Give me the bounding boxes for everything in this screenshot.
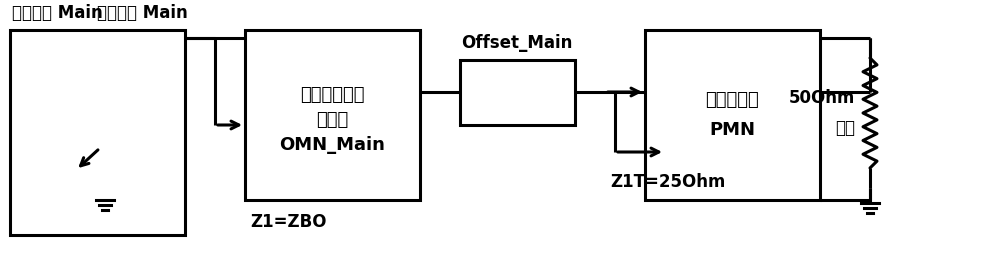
Bar — [645, 30, 820, 200]
Bar — [245, 30, 420, 200]
Text: Offset_Main: Offset_Main — [461, 34, 573, 52]
Text: 主功放输出匹: 主功放输出匹 — [300, 86, 364, 104]
Text: 负载: 负载 — [835, 119, 855, 137]
Text: 50Ohm: 50Ohm — [789, 89, 855, 107]
Text: Z1=ZBO: Z1=ZBO — [250, 213, 326, 231]
Text: PMN: PMN — [709, 121, 755, 139]
Text: 主功放管 Main: 主功放管 Main — [12, 4, 103, 22]
Bar — [10, 30, 185, 235]
Bar — [460, 60, 575, 125]
Text: Z1T=25Ohm: Z1T=25Ohm — [610, 173, 725, 191]
Text: OMN_Main: OMN_Main — [279, 136, 385, 154]
Text: 后匹配网络: 后匹配网络 — [705, 91, 759, 109]
Text: 配网络: 配网络 — [316, 111, 348, 129]
Text: 主功放管 Main: 主功放管 Main — [97, 4, 188, 22]
